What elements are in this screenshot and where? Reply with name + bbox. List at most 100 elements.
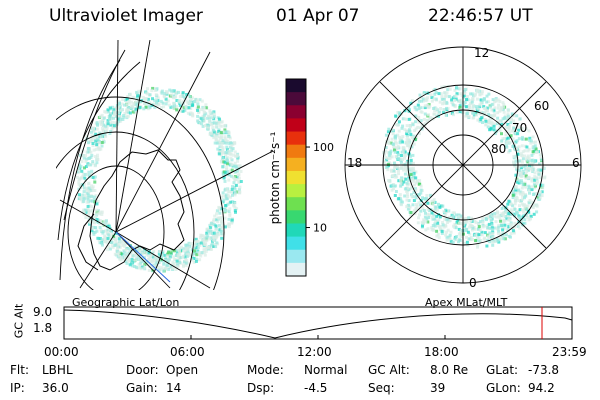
- emission-pixel: [164, 258, 167, 262]
- emission-pixel: [400, 126, 404, 130]
- emission-pixel: [403, 156, 407, 160]
- emission-pixel: [404, 177, 408, 181]
- emission-pixel: [142, 255, 146, 259]
- emission-pixel: [506, 123, 510, 126]
- emission-pixel: [537, 194, 541, 197]
- emission-pixel: [77, 187, 81, 191]
- emission-pixel: [217, 122, 221, 126]
- emission-pixel: [141, 259, 145, 263]
- emission-pixel: [112, 124, 116, 128]
- emission-pixel: [512, 160, 515, 164]
- emission-pixel: [95, 156, 99, 160]
- emission-pixel: [80, 198, 84, 202]
- emission-pixel: [395, 165, 399, 169]
- emission-pixel: [106, 119, 110, 123]
- emission-pixel: [95, 202, 99, 206]
- emission-pixel: [532, 140, 536, 144]
- emission-pixel: [233, 161, 237, 165]
- emission-pixel: [426, 212, 430, 216]
- emission-pixel: [447, 235, 451, 239]
- emission-pixel: [190, 242, 194, 245]
- emission-pixel: [476, 118, 480, 122]
- emission-pixel: [77, 193, 81, 197]
- emission-pixel: [94, 194, 98, 198]
- emission-pixel: [224, 194, 228, 198]
- emission-pixel: [446, 228, 450, 232]
- emission-pixel: [392, 183, 396, 186]
- emission-pixel: [128, 92, 132, 96]
- emission-pixel: [227, 190, 231, 194]
- emission-pixel: [405, 169, 409, 173]
- emission-pixel: [116, 117, 120, 121]
- emission-pixel: [104, 221, 108, 225]
- emission-pixel: [433, 109, 437, 113]
- emission-pixel: [442, 108, 446, 112]
- emission-pixel: [104, 124, 108, 128]
- emission-pixel: [133, 109, 137, 113]
- emission-pixel: [156, 103, 160, 107]
- emission-pixel: [109, 130, 113, 133]
- emission-pixel: [178, 246, 182, 250]
- emission-pixel: [496, 120, 500, 124]
- emission-pixel: [521, 192, 525, 196]
- emission-pixel: [464, 105, 468, 109]
- emission-pixel: [99, 147, 103, 151]
- emission-pixel: [101, 231, 105, 235]
- emission-pixel: [153, 105, 157, 109]
- emission-pixel: [432, 112, 436, 116]
- emission-pixel: [509, 202, 513, 206]
- emission-pixel: [506, 227, 510, 231]
- emission-pixel: [157, 268, 161, 272]
- emission-pixel: [491, 214, 495, 218]
- emission-pixel: [434, 97, 438, 101]
- emission-pixel: [540, 158, 544, 162]
- emission-pixel: [231, 163, 235, 167]
- emission-pixel: [160, 89, 164, 93]
- emission-pixel: [111, 105, 114, 109]
- emission-pixel: [237, 179, 241, 183]
- emission-pixel: [146, 97, 150, 101]
- emission-pixel: [403, 165, 407, 169]
- emission-pixel: [414, 127, 418, 131]
- colorbar-segment: [286, 170, 306, 185]
- emission-pixel: [202, 110, 206, 114]
- emission-pixel: [392, 145, 396, 149]
- info-value: Normal: [304, 363, 348, 377]
- emission-pixel: [101, 132, 105, 136]
- emission-pixel: [434, 91, 438, 94]
- emission-pixel: [125, 101, 129, 105]
- emission-pixel: [393, 150, 397, 154]
- emission-pixel: [184, 105, 188, 109]
- emission-pixel: [78, 153, 82, 157]
- emission-pixel: [477, 233, 481, 237]
- emission-pixel: [530, 201, 534, 205]
- emission-pixel: [445, 221, 449, 224]
- emission-pixel: [458, 105, 462, 109]
- emission-pixel: [118, 105, 122, 109]
- emission-pixel: [417, 107, 421, 110]
- emission-pixel: [160, 106, 163, 109]
- emission-pixel: [427, 106, 431, 110]
- emission-pixel: [477, 239, 481, 243]
- emission-pixel: [164, 266, 168, 270]
- emission-pixel: [393, 184, 397, 188]
- info-key: Flt:: [10, 363, 29, 377]
- emission-pixel: [463, 242, 466, 245]
- emission-pixel: [123, 242, 127, 246]
- emission-pixel: [106, 108, 110, 112]
- emission-pixel: [451, 113, 455, 117]
- emission-pixel: [166, 260, 170, 264]
- emission-pixel: [460, 94, 464, 98]
- emission-pixel: [511, 227, 515, 231]
- emission-pixel: [185, 247, 189, 251]
- emission-pixel: [227, 130, 231, 134]
- emission-pixel: [391, 142, 395, 146]
- emission-pixel: [505, 137, 509, 141]
- emission-pixel: [86, 194, 90, 198]
- emission-pixel: [517, 128, 521, 132]
- emission-pixel: [426, 220, 430, 224]
- emission-pixel: [184, 251, 188, 255]
- geo-outer-arcs: [57, 49, 141, 281]
- emission-pixel: [170, 93, 174, 97]
- emission-pixel: [504, 215, 508, 218]
